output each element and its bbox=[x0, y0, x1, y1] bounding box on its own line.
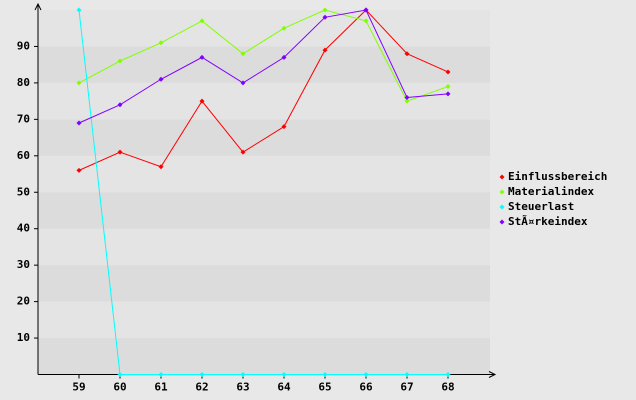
series-line bbox=[78, 9, 449, 171]
y-tick-label: 90 bbox=[17, 39, 30, 52]
legend-marker bbox=[499, 174, 505, 180]
x-axis-arrow bbox=[488, 371, 497, 378]
data-point bbox=[240, 51, 246, 57]
series-line bbox=[78, 9, 449, 124]
legend-label: Einflussbereich bbox=[508, 170, 607, 183]
data-point bbox=[322, 47, 328, 53]
x-tick-label: 66 bbox=[359, 381, 373, 394]
grid-band bbox=[38, 265, 490, 302]
data-point bbox=[158, 164, 164, 170]
grid-band bbox=[38, 155, 490, 193]
data-point bbox=[363, 18, 369, 24]
grid-band bbox=[38, 338, 490, 375]
data-point bbox=[363, 372, 369, 377]
x-tick-label: 64 bbox=[277, 381, 291, 394]
y-tick-label: 70 bbox=[17, 112, 30, 125]
legend-label: Materialindex bbox=[508, 185, 594, 198]
data-point bbox=[117, 102, 123, 108]
data-point bbox=[322, 372, 328, 377]
data-point bbox=[404, 94, 410, 100]
data-point bbox=[404, 98, 410, 104]
data-point bbox=[76, 80, 82, 86]
series-line bbox=[78, 9, 448, 375]
data-point bbox=[240, 372, 246, 377]
data-point bbox=[76, 7, 82, 13]
grid-band bbox=[38, 119, 490, 156]
data-point bbox=[240, 80, 246, 86]
data-point bbox=[117, 149, 123, 155]
data-point bbox=[445, 69, 451, 75]
data-point bbox=[322, 14, 328, 20]
series-line bbox=[78, 9, 449, 102]
x-tick-label: 65 bbox=[318, 381, 331, 394]
data-point bbox=[158, 40, 164, 46]
y-tick-label: 50 bbox=[17, 185, 30, 198]
data-point bbox=[363, 7, 369, 13]
data-point bbox=[240, 149, 246, 155]
data-point bbox=[158, 76, 164, 82]
y-tick-label: 10 bbox=[17, 331, 30, 344]
x-tick-label: 59 bbox=[72, 381, 85, 394]
data-point bbox=[199, 18, 205, 24]
y-tick-label: 60 bbox=[17, 149, 30, 162]
data-point bbox=[117, 58, 123, 64]
y-tick-label: 40 bbox=[17, 222, 30, 235]
data-point bbox=[445, 91, 451, 97]
grid-band bbox=[38, 228, 490, 266]
data-point bbox=[281, 124, 287, 130]
data-point bbox=[281, 372, 287, 377]
x-tick-label: 67 bbox=[400, 381, 413, 394]
y-tick-label: 20 bbox=[17, 295, 30, 308]
data-point bbox=[117, 372, 123, 377]
y-tick-label: 80 bbox=[17, 76, 30, 89]
grid-band bbox=[38, 82, 490, 120]
legend-marker bbox=[499, 219, 505, 225]
data-point bbox=[281, 54, 287, 60]
data-point bbox=[199, 54, 205, 60]
x-tick-label: 62 bbox=[195, 381, 208, 394]
data-point bbox=[445, 84, 451, 90]
data-point bbox=[158, 372, 164, 377]
data-point bbox=[199, 98, 205, 104]
data-point bbox=[281, 25, 287, 31]
y-tick-label: 30 bbox=[17, 258, 30, 271]
data-point bbox=[76, 167, 82, 173]
x-tick-label: 60 bbox=[113, 381, 126, 394]
grid-band bbox=[38, 301, 490, 339]
data-point bbox=[76, 120, 82, 126]
data-point bbox=[445, 372, 451, 377]
x-tick-label: 63 bbox=[236, 381, 249, 394]
data-point bbox=[404, 372, 410, 377]
grid-band bbox=[38, 192, 490, 229]
grid-band bbox=[38, 46, 490, 83]
y-axis-arrow bbox=[34, 2, 42, 11]
legend-label: Steuerlast bbox=[508, 200, 574, 213]
data-point bbox=[322, 7, 328, 13]
x-tick-label: 61 bbox=[154, 381, 168, 394]
legend-label: StÃ¤rkeindex bbox=[508, 215, 588, 228]
legend-marker bbox=[499, 204, 505, 210]
legend-marker bbox=[499, 189, 505, 195]
x-tick-label: 68 bbox=[441, 381, 454, 394]
data-point bbox=[199, 372, 205, 377]
data-point bbox=[404, 51, 410, 57]
